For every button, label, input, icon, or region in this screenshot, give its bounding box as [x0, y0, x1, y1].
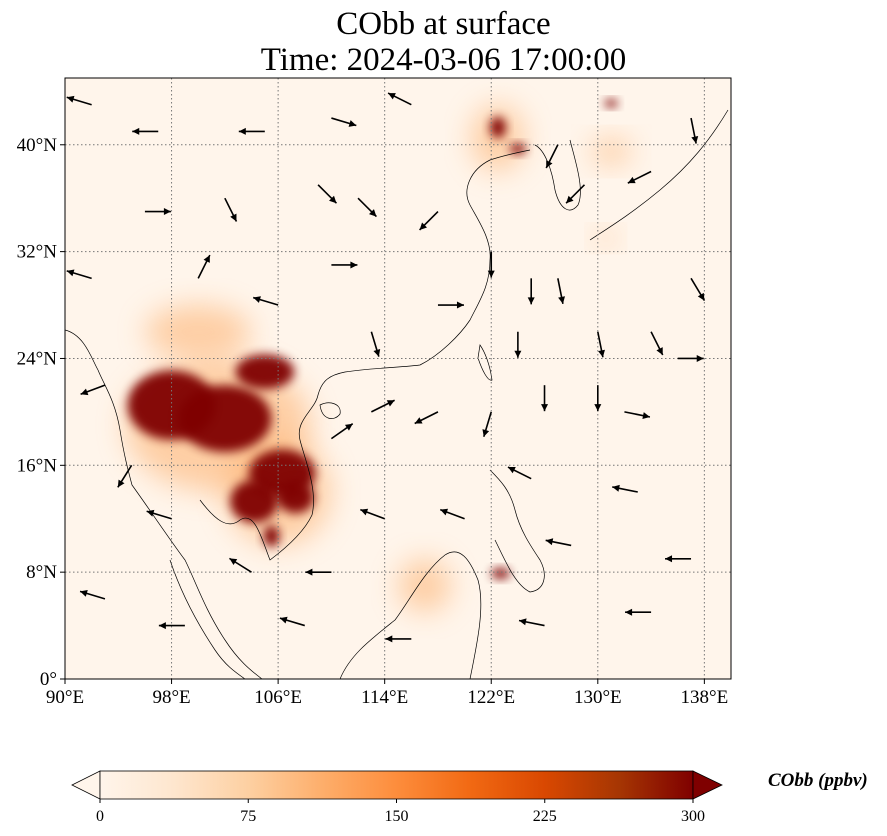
wind-arrow [144, 208, 171, 216]
lon-tick-label: 130°E [574, 687, 622, 708]
colorbar-gradient [99, 770, 694, 800]
high-concentration-area [230, 480, 279, 523]
wind-arrow [565, 184, 586, 204]
high-concentration-area [491, 568, 510, 579]
moderate-concentration-area [595, 230, 617, 247]
wind-arrow [357, 197, 377, 218]
wind-arrow [331, 261, 358, 269]
wind-arrow [487, 251, 495, 278]
plot-subtitle-time: Time: 2024-03-06 17:00:00 [260, 42, 627, 78]
wind-arrow [66, 95, 92, 106]
colorbar-tick-label: 75 [240, 808, 256, 825]
colorbar-tick-label: 0 [96, 808, 104, 825]
lon-tick-label: 122°E [467, 687, 515, 708]
wind-arrow [132, 127, 159, 135]
wind-arrow [507, 466, 532, 480]
lat-tick-label: 24°N [17, 348, 58, 369]
axis-ticks: 90°E 98°E 106°E 114°E 122°E 130°E 138°E 0° 8°N 16… [17, 135, 729, 708]
wind-arrow [387, 92, 412, 106]
wind-arrow [419, 210, 439, 231]
coastlines [65, 109, 729, 679]
wind-arrow [279, 616, 305, 627]
wind-arrow [514, 331, 522, 358]
lat-tick-label: 16°N [17, 455, 58, 476]
lon-tick-label: 138°E [681, 687, 729, 708]
high-concentration-area [604, 99, 618, 108]
colorbar-label: CObb (ppbv) [768, 770, 868, 791]
colorbar-max-extension [692, 770, 723, 800]
wind-arrow [612, 484, 638, 493]
wind-arrow [527, 278, 535, 305]
moderate-concentration-area [591, 138, 632, 165]
wind-arrow [627, 170, 652, 184]
wind-arrow [385, 635, 412, 643]
wind-arrow [305, 568, 332, 576]
wind-arrow [677, 354, 704, 362]
wind-arrow [331, 117, 357, 127]
lat-tick-label: 8°N [26, 562, 57, 583]
wind-arrow [79, 590, 106, 600]
wind-arrow [224, 197, 238, 222]
wind-arrow [597, 331, 605, 358]
wind-arrow [197, 254, 211, 279]
wind-arrow [518, 618, 545, 627]
lon-tick-label: 106°E [254, 687, 302, 708]
map-frame [64, 77, 732, 680]
wind-arrow [80, 384, 106, 396]
wind-arrow [545, 538, 572, 547]
wind-arrow [158, 622, 185, 630]
wind-arrow [690, 277, 706, 302]
wind-arrow [371, 399, 395, 413]
wind-arrow [146, 509, 172, 520]
wind-arrow [545, 144, 559, 169]
colorbar-tick-label: 150 [385, 808, 409, 825]
wind-arrow [414, 411, 439, 425]
wind-arrow [650, 331, 664, 356]
wind-arrow [117, 464, 133, 488]
wind-arrow [665, 555, 692, 563]
high-concentration-area [263, 525, 280, 547]
wind-arrow [317, 184, 338, 204]
colorbar-tick-label: 225 [533, 808, 557, 825]
wind-arrow [690, 117, 699, 144]
wind-arrow [541, 385, 549, 412]
lat-tick-label: 32°N [17, 242, 58, 263]
lon-tick-label: 114°E [361, 687, 408, 708]
high-concentration-area [178, 385, 272, 452]
wind-arrow [66, 269, 92, 280]
wind-arrow [330, 423, 354, 440]
plot-title: CObb at surface [336, 6, 551, 42]
wind-arrow [439, 508, 465, 520]
wind-arrow [229, 557, 252, 573]
lon-tick-label: 98°E [152, 687, 190, 708]
moderate-concentration-area [144, 305, 252, 359]
colorbar-min-extension [71, 770, 101, 800]
lon-tick-label: 90°E [46, 687, 84, 708]
wind-arrow [360, 508, 385, 520]
wind-arrow [594, 385, 602, 412]
gridlines [65, 78, 731, 679]
wind-arrow [557, 278, 565, 304]
wind-arrow [624, 411, 651, 420]
wind-arrow [482, 411, 493, 438]
wind-arrow [370, 331, 381, 357]
high-concentration-area [276, 481, 315, 514]
colorbar-tick-label: 300 [681, 808, 705, 825]
lat-tick-label: 0° [40, 669, 57, 690]
colorbar: 0 75 150 225 300 [71, 770, 723, 825]
lat-tick-label: 40°N [17, 135, 58, 156]
wind-arrow [238, 127, 265, 135]
wind-arrow [252, 296, 279, 306]
wind-arrow [625, 608, 652, 616]
moderate-concentration-area [471, 104, 525, 172]
wind-arrow [437, 301, 464, 309]
high-concentration-area [489, 116, 506, 139]
high-concentration-area [235, 354, 295, 390]
wind-vectors [66, 92, 706, 643]
